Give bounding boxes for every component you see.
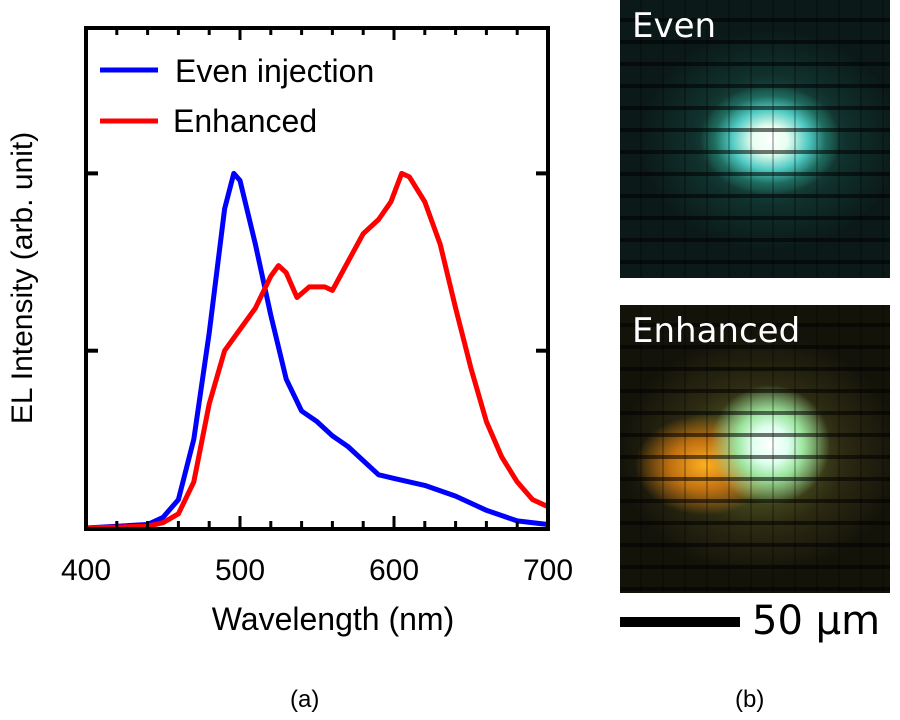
- scale-bar-label: 50 μm: [752, 598, 881, 644]
- series-line-1: [85, 170, 550, 531]
- legend-label-even: Even injection: [175, 53, 374, 89]
- even-injection-image: Even: [620, 0, 890, 278]
- x-axis-label: Wavelength (nm): [212, 601, 454, 637]
- spectrum-chart: 400 500 600 700 Even injection Enhanced Wav…: [6, 26, 573, 637]
- panel-label-b: (b): [735, 686, 765, 713]
- image-label-enhanced: Enhanced: [632, 311, 801, 351]
- x-tick-label: 400: [61, 554, 111, 587]
- enhanced-image: Enhanced: [620, 305, 890, 593]
- x-tick-label: 700: [523, 554, 573, 587]
- legend: Even injection Enhanced: [100, 53, 374, 139]
- x-tick-label: 500: [215, 554, 265, 587]
- image-label-even: Even: [632, 6, 717, 46]
- panel-label-a: (a): [290, 686, 320, 713]
- legend-label-enhanced: Enhanced: [173, 103, 317, 139]
- x-tick-label: 600: [369, 554, 419, 587]
- plot-frame: [84, 26, 550, 531]
- series-line-0: [85, 170, 549, 531]
- y-axis-label: EL Intensity (arb. unit): [6, 132, 39, 424]
- scale-bar: [620, 617, 740, 627]
